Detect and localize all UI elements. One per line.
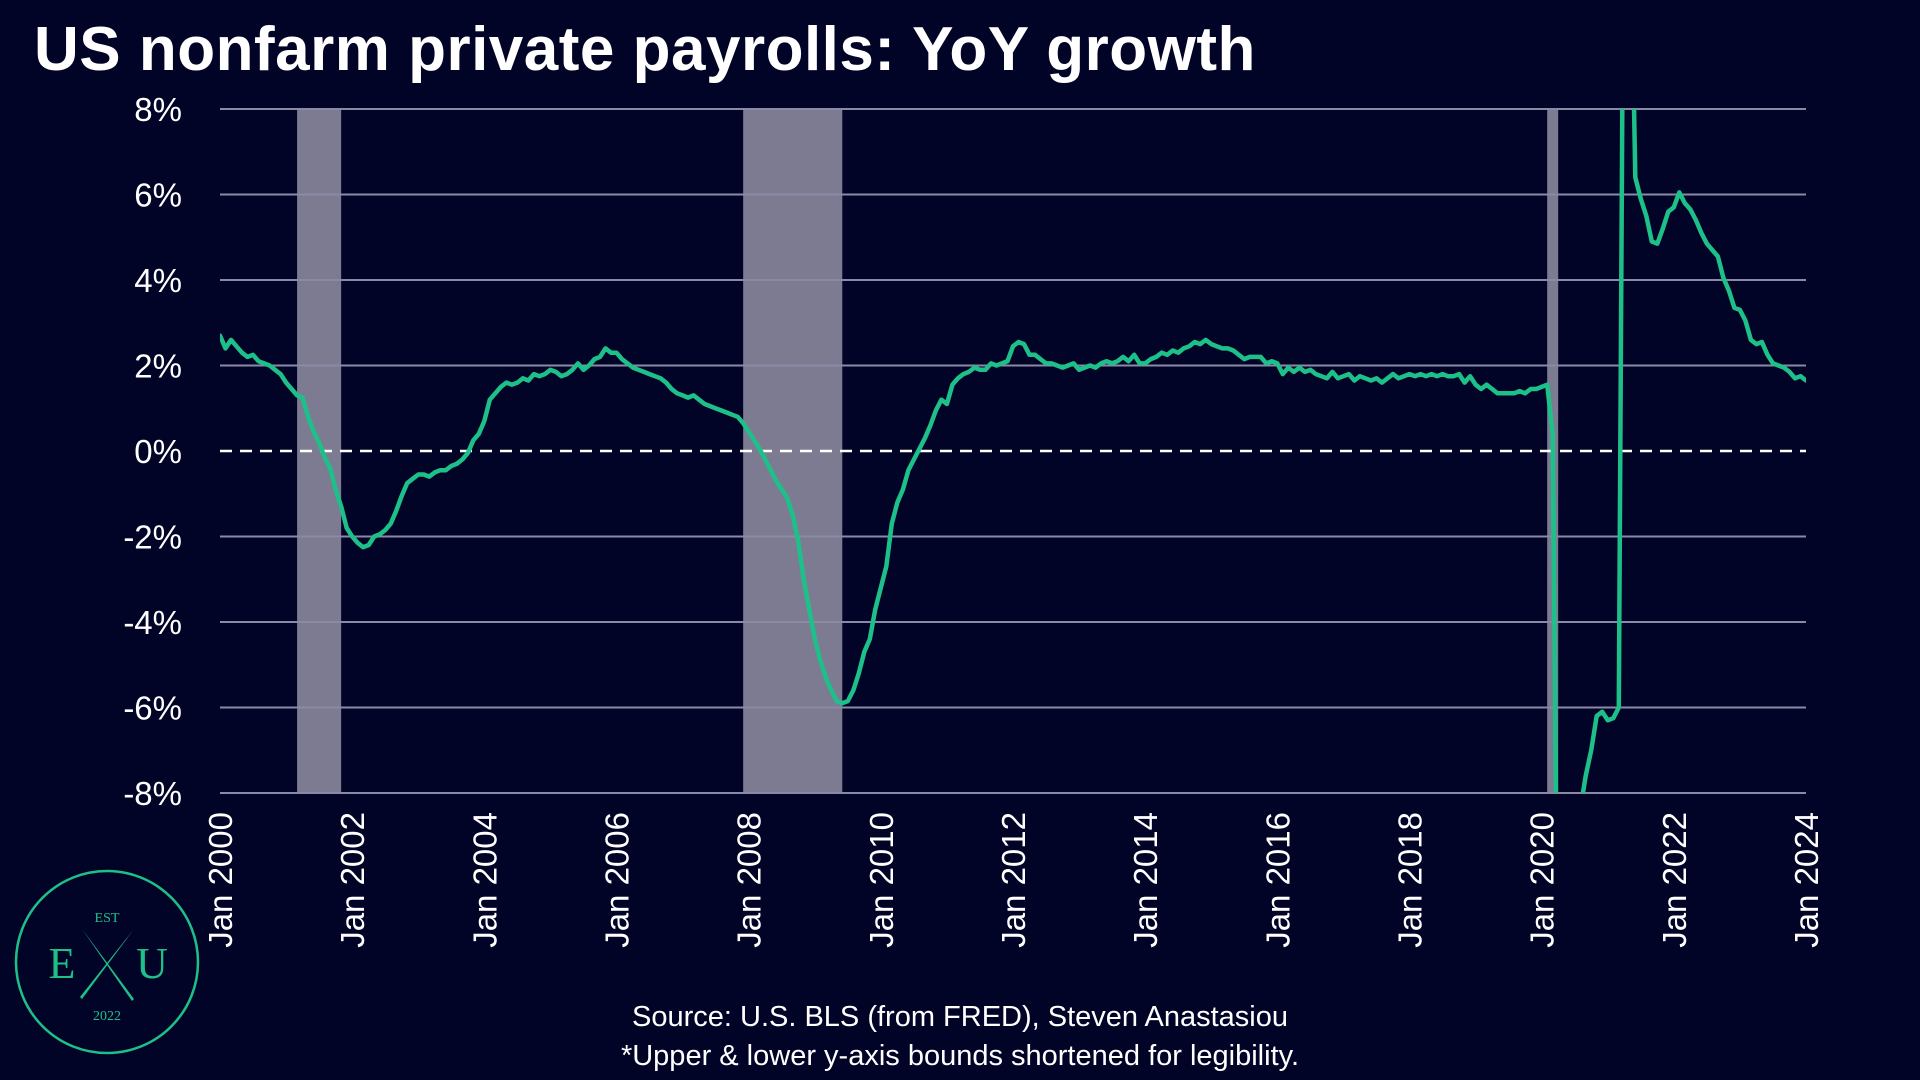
- series-group: [220, 109, 1806, 793]
- y-axis: 8% 6% 4% 2% 0% -2% -4% -6% -8%: [123, 91, 182, 812]
- series-line-1: [220, 109, 1806, 793]
- x-tick-label: Jan 2006: [599, 812, 636, 948]
- source-caption: Source: U.S. BLS (from FRED), Steven Ana…: [632, 1001, 1288, 1033]
- x-tick-label: Jan 2004: [466, 812, 503, 948]
- y-tick-label: -8%: [123, 775, 182, 812]
- x-tick-label: Jan 2000: [202, 812, 239, 948]
- y-tick-label: 0%: [134, 433, 182, 470]
- logo-stroke-2: [80, 929, 134, 999]
- x-tick-label: Jan 2016: [1259, 812, 1296, 948]
- x-tick-label: Jan 2008: [731, 812, 768, 948]
- y-tick-label: -6%: [123, 690, 182, 727]
- x-tick-label: Jan 2018: [1392, 812, 1429, 948]
- x-tick-label: Jan 2020: [1524, 812, 1561, 948]
- x-tick-label: Jan 2010: [863, 812, 900, 948]
- x-tick-label: Jan 2014: [1127, 812, 1164, 948]
- x-axis: Jan 2000 Jan 2002 Jan 2004 Jan 2006 Jan 2008…: [202, 812, 1825, 948]
- x-tick-label: Jan 2024: [1788, 812, 1825, 948]
- x-tick-label: Jan 2002: [334, 812, 371, 948]
- logo-e: E: [49, 939, 76, 988]
- y-tick-label: -4%: [123, 604, 182, 641]
- y-tick-label: 2%: [134, 348, 182, 385]
- exu-logo: EST E U 2022: [14, 869, 200, 1055]
- y-tick-label: -2%: [123, 519, 182, 556]
- logo-est: EST: [95, 911, 120, 926]
- logo-stroke-1: [82, 929, 134, 1001]
- chart-title: US nonfarm private payrolls: YoY growth: [34, 15, 1256, 84]
- y-tick-label: 6%: [134, 177, 182, 214]
- line-chart: 8%6%4%2%0%-2%-4%-6%-8% Jan 2000 Jan 2002 J…: [123, 91, 1825, 948]
- x-tick-label: Jan 2012: [995, 812, 1032, 948]
- gridlines: [220, 108, 1806, 794]
- x-tick-label: Jan 2022: [1656, 812, 1693, 948]
- logo-u: U: [136, 939, 168, 988]
- y-tick-label: 4%: [134, 262, 182, 299]
- logo-year: 2022: [93, 1009, 121, 1024]
- y-tick-label: 8%: [134, 91, 182, 128]
- footnote: *Upper & lower y-axis bounds shortened f…: [620, 1040, 1300, 1072]
